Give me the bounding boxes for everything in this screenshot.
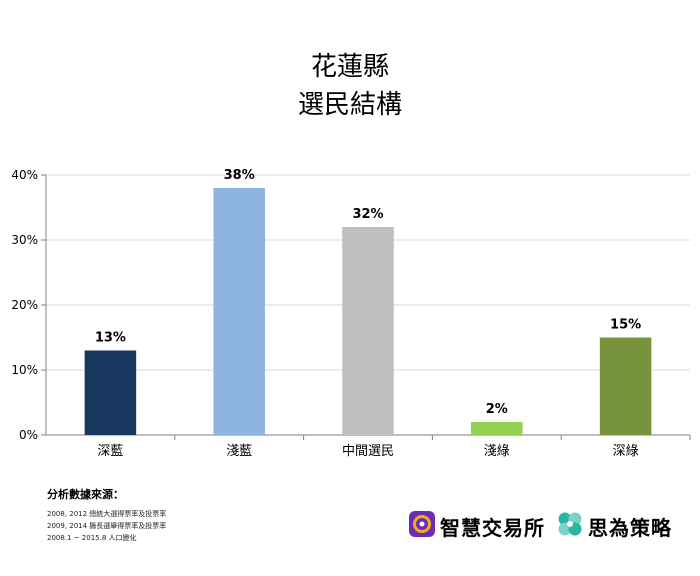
brand-zhihui: 智慧交易所 <box>408 510 545 542</box>
data-source-heading: 分析數據來源： <box>47 488 124 501</box>
y-tick-label: 10% <box>11 363 38 377</box>
bar <box>84 350 137 435</box>
brand-zhihui-name: 智慧交易所 <box>440 515 545 540</box>
y-tick-label: 40% <box>11 168 38 182</box>
x-tick-label: 深綠 <box>613 444 639 459</box>
data-label: 13% <box>95 331 126 346</box>
zhihui-logo-icon <box>408 510 436 542</box>
bar <box>471 422 523 435</box>
data-label: 15% <box>610 318 641 333</box>
data-label: 32% <box>352 207 383 222</box>
x-tick-label: 淺綠 <box>484 444 510 459</box>
data-source-line: 2009, 2014 縣長選舉得票率及投票率 <box>47 522 167 530</box>
bar <box>213 188 265 435</box>
data-label: 38% <box>224 168 255 183</box>
chart-title-line-2: 選民結構 <box>297 90 402 120</box>
x-tick-label: 中間選民 <box>342 444 394 459</box>
bar <box>599 337 652 435</box>
x-tick-label: 淺藍 <box>226 444 252 459</box>
data-source-note: 分析數據來源： 2008, 2012 總統大選得票率及投票率 2009, 201… <box>47 486 166 544</box>
data-source-line: 2008.1 ~ 2015.8 人口變化 <box>47 534 137 542</box>
bar <box>342 227 394 435</box>
brand-siwei: 思為策略 <box>556 510 672 542</box>
data-label: 2% <box>486 402 508 417</box>
brand-siwei-name: 思為策略 <box>588 515 672 540</box>
siwei-logo-icon <box>556 510 584 542</box>
y-tick-label: 0% <box>19 428 38 442</box>
y-tick-label: 30% <box>11 233 38 247</box>
y-tick-label: 20% <box>11 298 38 312</box>
x-tick-label: 深藍 <box>97 444 123 459</box>
chart-title-line-1: 花蓮縣 <box>310 52 389 82</box>
data-source-line: 2008, 2012 總統大選得票率及投票率 <box>47 510 167 518</box>
